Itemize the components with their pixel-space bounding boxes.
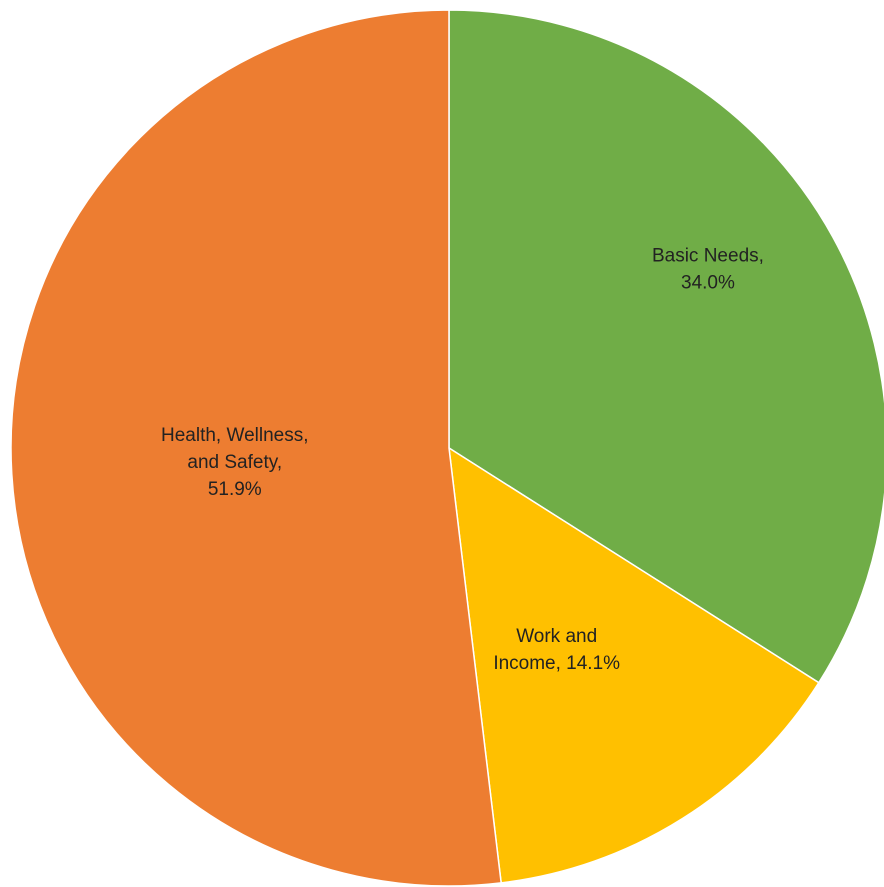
pie-label-line: and Safety, <box>187 452 282 473</box>
pie-label-line: Income, 14.1% <box>493 653 620 674</box>
pie-label-health-wellness-and-safety: Health, Wellness, and Safety, 51.9% <box>161 425 309 500</box>
pie-label-basic-needs: Basic Needs, 34.0% <box>652 246 764 294</box>
pie-label-line: Health, Wellness, <box>161 425 309 446</box>
pie-slices <box>10 9 884 887</box>
pie-slice-work-and-income <box>448 446 820 884</box>
pie-label-line: 51.9% <box>208 479 262 500</box>
pie-slice-health-wellness-and-safety <box>10 9 502 887</box>
pie-label-work-and-income: Work and Income, 14.1% <box>493 626 620 674</box>
pie-label-line: Work and <box>516 626 597 647</box>
pie-slice-basic-needs <box>448 9 884 684</box>
pie-label-line: Basic Needs, <box>652 246 764 267</box>
pie-labels: Basic Needs, 34.0% Work and Income, 14.1% He… <box>161 246 764 675</box>
pie-label-line: 34.0% <box>681 273 735 294</box>
